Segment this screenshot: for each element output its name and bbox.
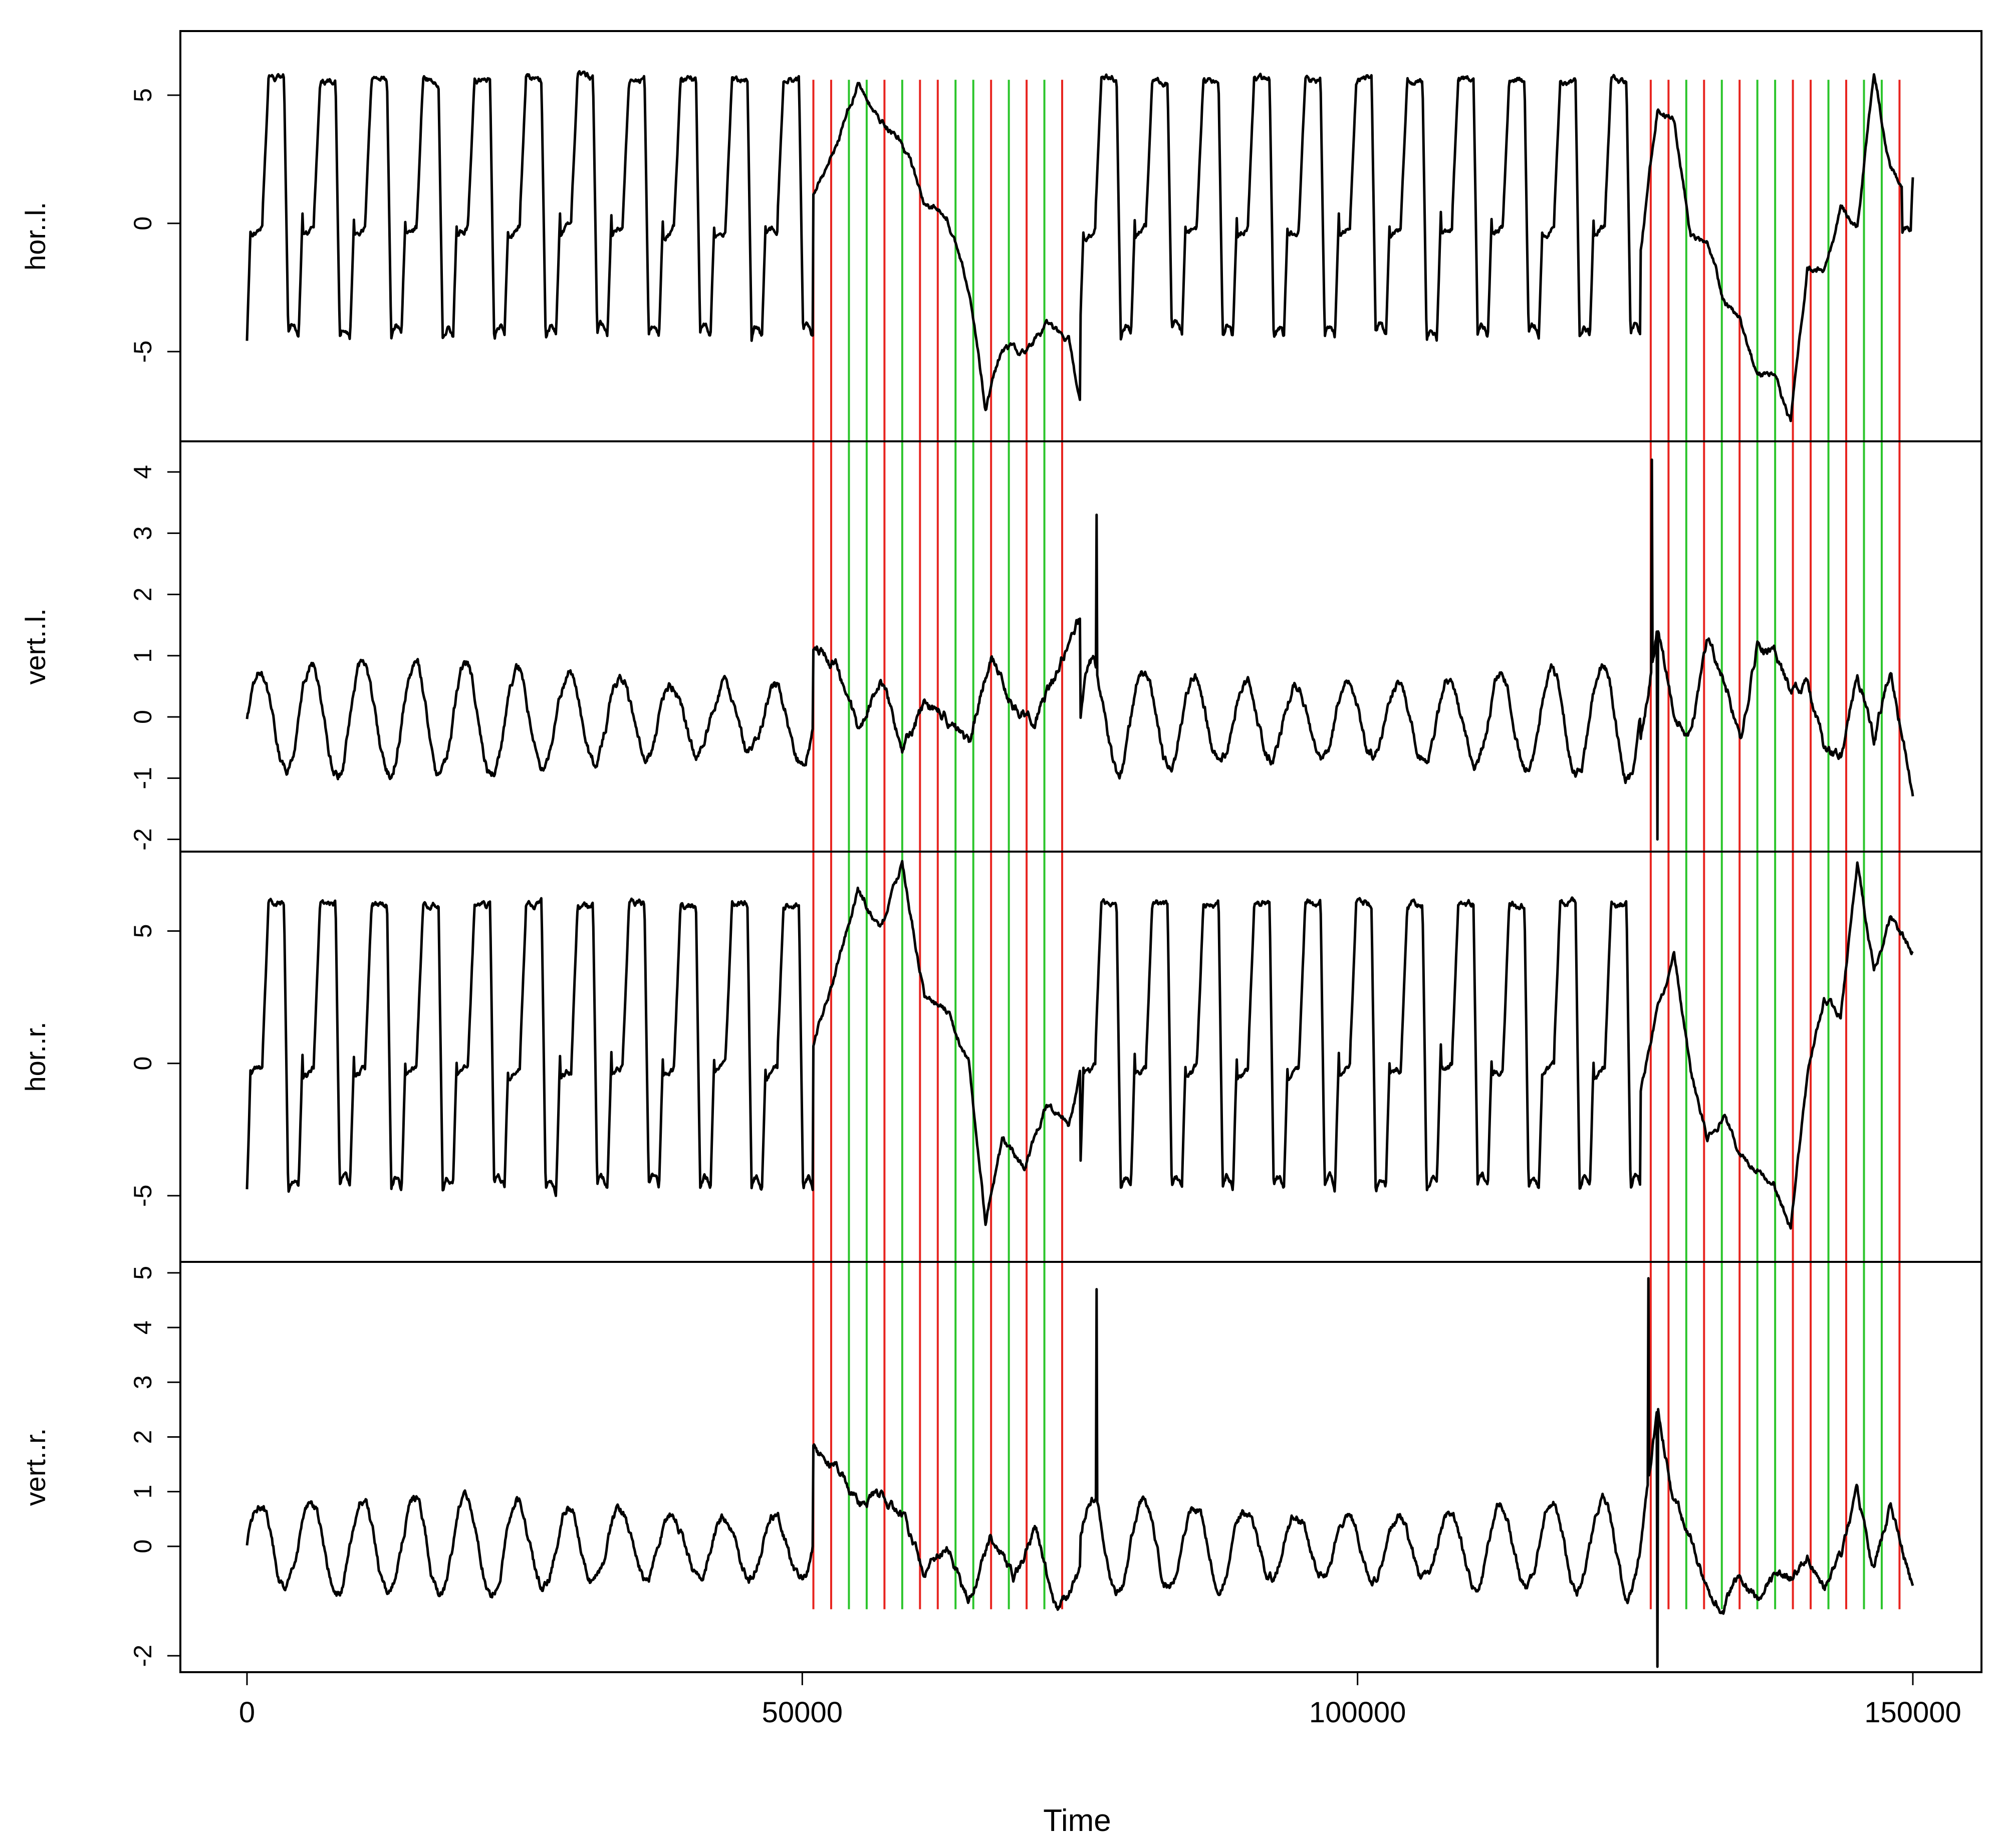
y-axis-label: hor..r. xyxy=(20,1021,51,1092)
y-tick-label: 4 xyxy=(129,465,157,479)
y-axis-label: vert..l. xyxy=(20,608,51,684)
x-tick-label: 50000 xyxy=(762,1696,843,1729)
y-tick-label: 5 xyxy=(129,924,157,938)
y-tick-label: 0 xyxy=(129,216,157,230)
y-tick-label: 4 xyxy=(129,1321,157,1335)
y-tick-label: -2 xyxy=(129,828,157,850)
series-line-hor-l xyxy=(245,70,1914,422)
marker-lines xyxy=(812,80,1901,1610)
series-line-vert-r xyxy=(245,1277,1914,1668)
series-line-hor-r xyxy=(245,860,1914,1230)
x-axis-label: Time xyxy=(1043,1803,1111,1838)
y-tick-label: 0 xyxy=(129,710,157,724)
series-line-vert-l xyxy=(245,458,1914,841)
y-tick-label: 0 xyxy=(129,1539,157,1553)
plot-frame xyxy=(179,30,1982,1673)
y-tick-label: -5 xyxy=(129,1185,157,1207)
y-tick-label: 3 xyxy=(129,526,157,540)
y-tick-label: 1 xyxy=(129,649,157,663)
y-tick-label: -2 xyxy=(129,1645,157,1667)
y-tick-label: 5 xyxy=(129,1266,157,1280)
y-tick-label: -1 xyxy=(129,767,157,789)
x-tick-label: 100000 xyxy=(1309,1696,1406,1729)
y-tick-label: 0 xyxy=(129,1057,157,1071)
y-axis-label: vert..r. xyxy=(20,1428,51,1506)
y-tick-label: -5 xyxy=(129,341,157,363)
y-axis-label: hor..l. xyxy=(20,202,51,271)
y-tick-label: 5 xyxy=(129,88,157,102)
axes-group: 0 50000 100000 150000 -5 0 5 hor..l. -2 -1 0 1 2 3 4 ve… xyxy=(20,88,1961,1729)
series-group xyxy=(245,70,1914,1668)
y-tick-label: 3 xyxy=(129,1375,157,1389)
x-tick-label: 150000 xyxy=(1864,1696,1961,1729)
x-tick-label: 0 xyxy=(239,1696,255,1729)
y-tick-label: 2 xyxy=(129,1430,157,1444)
y-tick-label: 2 xyxy=(129,588,157,602)
y-tick-label: 1 xyxy=(129,1485,157,1499)
